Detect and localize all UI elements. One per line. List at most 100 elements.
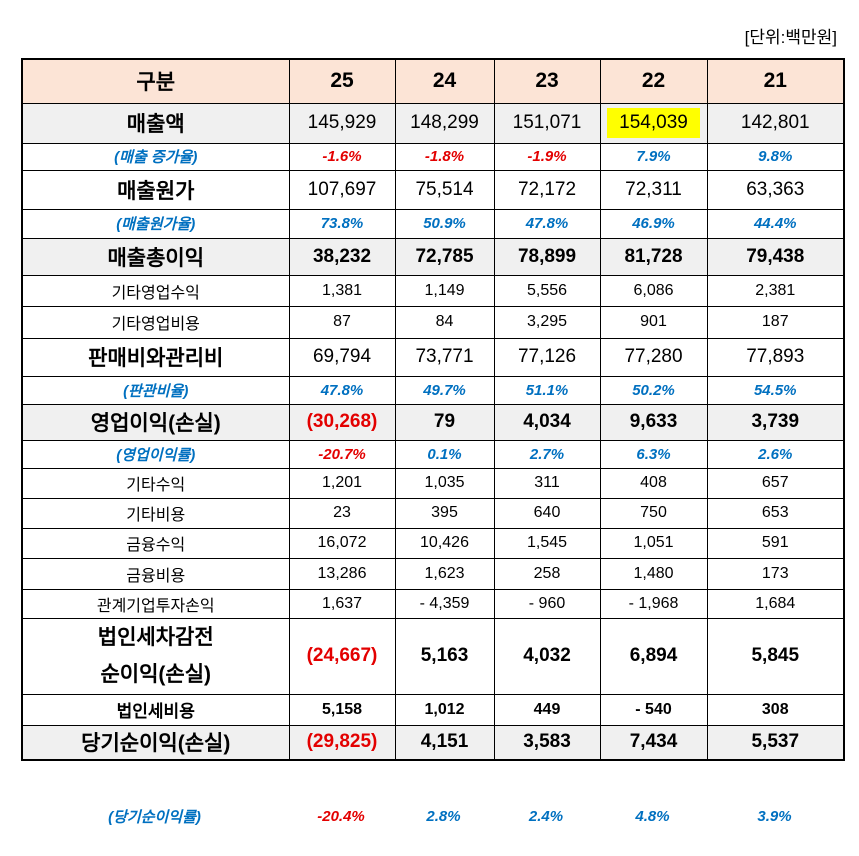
- value-cell: 44.4%: [706, 208, 845, 239]
- value-cell: (30,268): [288, 403, 396, 441]
- value-cell: 107,697: [288, 169, 396, 210]
- label-cell: 기타영업수익: [21, 274, 290, 307]
- value-cell: 0.1%: [394, 439, 495, 469]
- value-cell: 640: [493, 497, 601, 529]
- value-cell: (24,667): [288, 617, 396, 695]
- row-net-income: 당기순이익(손실) (29,825) 4,151 3,583 7,434 5,5…: [21, 724, 845, 761]
- value-cell: 1,012: [394, 693, 495, 726]
- value-cell: 6,894: [599, 617, 708, 695]
- value-cell: 308: [706, 693, 845, 726]
- value-cell: -20.7%: [288, 439, 396, 469]
- label-cell: (당기순이익률): [108, 808, 201, 826]
- value-cell: 72,172: [493, 169, 601, 210]
- table-header-row: 구분 25 24 23 22 21: [21, 58, 845, 104]
- value-cell: 77,893: [706, 337, 845, 377]
- value-cell: 3,295: [493, 305, 601, 339]
- column-header: 구분: [21, 58, 290, 104]
- value-cell: 1,035: [394, 467, 495, 499]
- label-cell: 매출액: [21, 102, 290, 144]
- row-gross-profit: 매출총이익 38,232 72,785 78,899 81,728 79,438: [21, 237, 845, 276]
- value-cell: 750: [599, 497, 708, 529]
- column-header: 25: [288, 58, 396, 104]
- value-cell: 87: [288, 305, 396, 339]
- value-cell: 6,086: [599, 274, 708, 307]
- value-cell: 77,126: [493, 337, 601, 377]
- value-cell: 69,794: [288, 337, 396, 377]
- value-cell: 1,637: [288, 588, 396, 619]
- value-cell: 408: [599, 467, 708, 499]
- value-cell: 54.5%: [706, 375, 845, 405]
- value-cell: -1.6%: [288, 142, 396, 171]
- value-cell: 4,034: [493, 403, 601, 441]
- value-cell: 151,071: [493, 102, 601, 144]
- label-cell: 법인세차감전 순이익(손실): [21, 617, 290, 695]
- row-cogs-ratio-pct: (매출원가율) 73.8% 50.9% 47.8% 46.9% 44.4%: [21, 208, 845, 239]
- column-header: 24: [394, 58, 495, 104]
- label-cell: 매출총이익: [21, 237, 290, 276]
- value-cell: 187: [706, 305, 845, 339]
- value-cell: 38,232: [288, 237, 396, 276]
- yellow-highlight: 154,039: [607, 108, 700, 138]
- value-cell: 2.4%: [528, 807, 564, 825]
- row-other-operating-income: 기타영업수익 1,381 1,149 5,556 6,086 2,381: [21, 274, 845, 307]
- row-revenue-growth-pct: (매출 증가율) -1.6% -1.8% -1.9% 7.9% 9.8%: [21, 142, 845, 171]
- value-cell: 3.9%: [757, 807, 792, 825]
- value-cell: 50.9%: [394, 208, 495, 239]
- value-cell: 901: [599, 305, 708, 339]
- value-cell: - 1,968: [599, 588, 708, 619]
- value-cell: 2.8%: [426, 807, 461, 825]
- value-cell: 72,311: [599, 169, 708, 210]
- value-cell: 77,280: [599, 337, 708, 377]
- value-cell: 4,032: [493, 617, 601, 695]
- value-cell: 75,514: [394, 169, 495, 210]
- label-cell: 관계기업투자손익: [21, 588, 290, 619]
- value-cell: 2,381: [706, 274, 845, 307]
- label-cell: 매출원가: [21, 169, 290, 210]
- value-cell: 5,163: [394, 617, 495, 695]
- value-cell: 10,426: [394, 527, 495, 559]
- value-cell: 1,545: [493, 527, 601, 559]
- value-cell: 1,149: [394, 274, 495, 307]
- value-cell: -20.4%: [317, 807, 365, 825]
- value-cell: 7.9%: [599, 142, 708, 171]
- row-cogs: 매출원가 107,697 75,514 72,172 72,311 63,363: [21, 169, 845, 210]
- value-cell: 4.8%: [635, 807, 670, 825]
- label-line: 법인세차감전: [97, 626, 214, 649]
- value-cell: 13,286: [288, 557, 396, 590]
- value-cell: - 960: [493, 588, 601, 619]
- value-cell: 449: [493, 693, 601, 726]
- row-pretax-income: 법인세차감전 순이익(손실) (24,667) 5,163 4,032 6,89…: [21, 617, 845, 695]
- value-cell: 63,363: [706, 169, 845, 210]
- column-header: 23: [493, 58, 601, 104]
- value-cell: 9.8%: [706, 142, 845, 171]
- value-cell: 47.8%: [493, 208, 601, 239]
- label-cell: 기타비용: [21, 497, 290, 529]
- value-cell: 46.9%: [599, 208, 708, 239]
- row-net-margin-pct: (당기순이익률) -20.4% 2.8% 2.4% 4.8% 3.9%: [21, 799, 843, 833]
- value-cell: 4,151: [394, 724, 495, 761]
- value-cell: 73.8%: [288, 208, 396, 239]
- value-cell: - 540: [599, 693, 708, 726]
- label-cell: 법인세비용: [21, 693, 290, 726]
- label-cell: 금융수익: [21, 527, 290, 559]
- value-cell: 5,556: [493, 274, 601, 307]
- row-other-operating-expense: 기타영업비용 87 84 3,295 901 187: [21, 305, 845, 339]
- label-cell: (매출원가율): [21, 208, 290, 239]
- value-cell: 657: [706, 467, 845, 499]
- value-cell: 16,072: [288, 527, 396, 559]
- value-cell: 311: [493, 467, 601, 499]
- value-cell: 5,537: [706, 724, 845, 761]
- row-income-tax: 법인세비용 5,158 1,012 449 - 540 308: [21, 693, 845, 726]
- value-cell: 23: [288, 497, 396, 529]
- value-cell: 78,899: [493, 237, 601, 276]
- value-cell: (29,825): [288, 724, 396, 761]
- value-cell: 591: [706, 527, 845, 559]
- value-cell: 73,771: [394, 337, 495, 377]
- label-cell: 금융비용: [21, 557, 290, 590]
- value-cell: 3,583: [493, 724, 601, 761]
- label-cell: (판관비율): [21, 375, 290, 405]
- value-cell: 47.8%: [288, 375, 396, 405]
- value-cell: 1,623: [394, 557, 495, 590]
- value-cell: 145,929: [288, 102, 396, 144]
